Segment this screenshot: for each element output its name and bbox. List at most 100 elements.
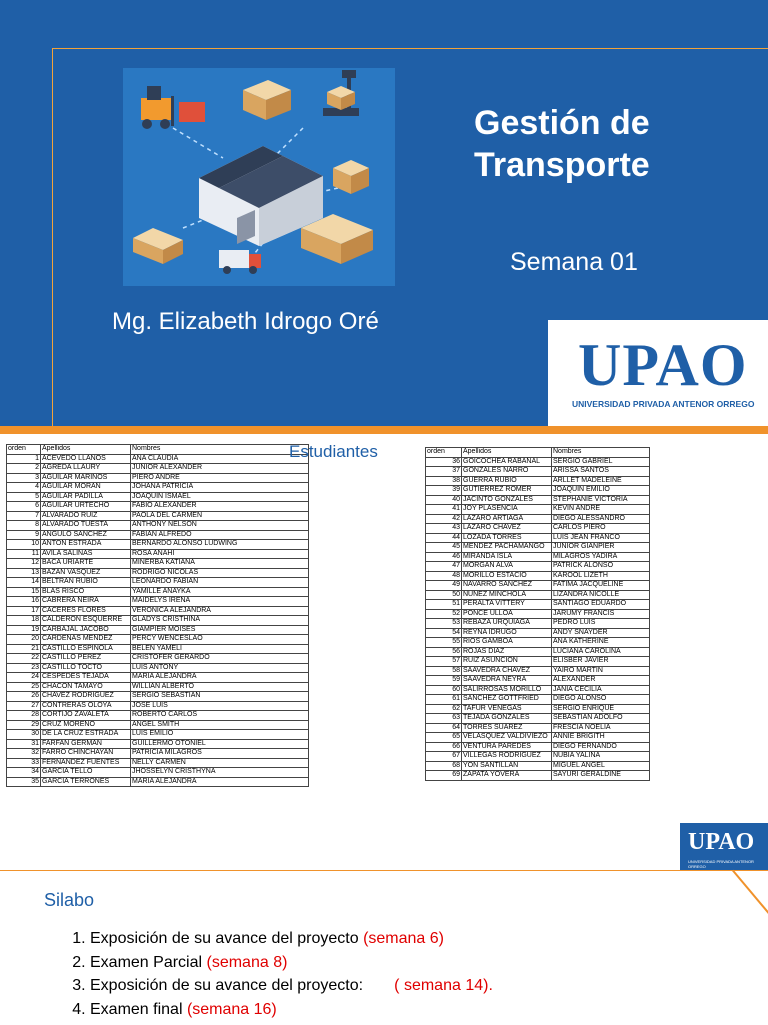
cell-orden: 30 — [6, 729, 41, 740]
table-row: 60 SALIRROSAS MORILLO JANIA CECILIA — [425, 684, 650, 695]
table-row: 28 CORTIJO ZAVALETA ROBERTO CARLOS — [6, 710, 309, 721]
students-heading: Estudiantes — [289, 442, 378, 461]
cell-nombres: NELLY CARMEN — [130, 757, 309, 768]
syllabus-item-text: Exposición de su avance del proyecto: — [90, 977, 395, 994]
table-row: 17 CACERES FLORES VERONICA ALEJANDRA — [6, 605, 309, 616]
cell-nombres: LUCIANA CAROLINA — [551, 646, 650, 657]
cell-nombres: JHOSSELYN CRISTHYNA — [130, 767, 309, 778]
cell-orden: 24 — [6, 672, 41, 683]
cell-orden: 11 — [6, 548, 41, 559]
cell-apellidos: NAVARRO SANCHEZ — [461, 580, 552, 591]
cell-apellidos: JACINTO GONZALES — [461, 494, 552, 505]
cell-nombres: MARIA ALEJANDRA — [130, 776, 309, 787]
cell-nombres: FABIAN ALFREDO — [130, 529, 309, 540]
cell-apellidos: MIRANDA ISLA — [461, 551, 552, 562]
cell-orden: 12 — [6, 558, 41, 569]
cell-orden: 6 — [6, 501, 41, 512]
cell-nombres: NUBIA YALINA — [551, 751, 650, 762]
table-row: 33 FERNANDEZ FUENTES NELLY CARMEN — [6, 757, 309, 768]
table-row: 66 VENTURA PAREDES DIEGO FERNANDO — [425, 741, 650, 752]
cell-apellidos: CASTILLO TOCTO — [40, 662, 131, 673]
cell-nombres: YAMILLE ANAYKA — [130, 586, 309, 597]
cell-apellidos: AGUILAR PADILLA — [40, 491, 131, 502]
cell-apellidos: LAZARO ARTIAGA — [461, 513, 552, 524]
table-row: 59 SAAVEDRA NEYRA ALEXANDER — [425, 675, 650, 686]
cell-orden: 59 — [425, 675, 462, 686]
cell-apellidos: YON SANTILLAN — [461, 760, 552, 771]
cell-nombres: JARUMY FRANCIS — [551, 608, 650, 619]
cell-nombres: GIAMPIER MOISES — [130, 624, 309, 635]
cell-orden: 18 — [6, 615, 41, 626]
cell-orden: 68 — [425, 760, 462, 771]
table-row: 52 PONCE ULLOA JARUMY FRANCIS — [425, 608, 650, 619]
table-row: 10 ANTON ESTRADA BERNARDO ALONSO LUDWING — [6, 539, 309, 550]
cell-apellidos: BLAS RISCO — [40, 586, 131, 597]
table-header-row: orden Apellidos Nombres — [6, 444, 309, 455]
cell-nombres: ALEXANDER — [551, 675, 650, 686]
upao-mini-logo: UPAO UNIVERSIDAD PRIVADA ANTENOR ORREGO — [680, 823, 768, 877]
cell-orden: 62 — [425, 703, 462, 714]
upao-logo: UPAO — [578, 332, 748, 398]
cell-nombres: ARISSA SANTOS — [551, 466, 650, 477]
cell-apellidos: ZAPATA YOVERA — [461, 770, 552, 781]
table-row: 21 CASTILLO ESPINOLA BELEN YAMELI — [6, 643, 309, 654]
table-row: 8 ALVARADO TUESTA ANTHONY NELSON — [6, 520, 309, 531]
syllabus-item-text: Examen Parcial — [90, 953, 207, 971]
table-row: 11 AVILA SALINAS ROSA ANAHI — [6, 548, 309, 559]
cell-nombres: ELISBER JAVIER — [551, 656, 650, 667]
table-row: 56 ROJAS DIAZ LUCIANA CAROLINA — [425, 646, 650, 657]
table-row: 53 REBAZA URQUIAGA PEDRO LUIS — [425, 618, 650, 629]
table-row: 16 CABRERA NEIRA MAIDELYS IRENA — [6, 596, 309, 607]
table-row: 3 AGUILAR MARIÑOS PIERO ANDRE — [6, 472, 309, 483]
table-row: 15 BLAS RISCO YAMILLE ANAYKA — [6, 586, 309, 597]
pallet-boxes-icon — [133, 228, 183, 264]
cell-apellidos: CHACON TAMAYO — [40, 681, 131, 692]
cell-apellidos: GARCIA TERRONES — [40, 776, 131, 787]
cell-nombres: PEDRO LUIS — [551, 618, 650, 629]
cell-nombres: BELEN YAMELI — [130, 643, 309, 654]
table-row: 23 CASTILLO TOCTO LUIS ANTONY — [6, 662, 309, 673]
table-row: 34 GARCIA TELLO JHOSSELYN CRISTHYNA — [6, 767, 309, 778]
orange-frame — [52, 48, 768, 432]
table-row: 51 PERALTA VITTERY SANTIAGO EDUARDO — [425, 599, 650, 610]
table-row: 41 JOY PLASENCIA KEVIN ANDRE — [425, 504, 650, 515]
table-row: 25 CHACON TAMAYO WILLIAN ALBERTO — [6, 681, 309, 692]
parcel-icon — [333, 160, 369, 194]
table-row: 4 AGUILAR MORAN JOHANA PATRICIA — [6, 482, 309, 493]
cell-nombres: FABIO ALEXANDER — [130, 501, 309, 512]
cell-apellidos: TORRES SUAREZ — [461, 722, 552, 733]
table-row: 67 VILLEGAS RODRIGUEZ NUBIA YALINA — [425, 751, 650, 762]
cell-orden: 55 — [425, 637, 462, 648]
table-row: 35 GARCIA TERRONES MARIA ALEJANDRA — [6, 776, 309, 787]
cell-apellidos: BELTRAN RUBIO — [40, 577, 131, 588]
cell-nombres: ROBERTO CARLOS — [130, 710, 309, 721]
cell-apellidos: CESPEDES TEJADA — [40, 672, 131, 683]
orange-accent-line — [732, 869, 768, 917]
cell-apellidos: FARFAN GERMAN — [40, 738, 131, 749]
cell-nombres: JOSE LUIS — [130, 700, 309, 711]
cell-nombres: MINERBA KATIANA — [130, 558, 309, 569]
cell-nombres: ANGEL SMITH — [130, 719, 309, 730]
cell-apellidos: TEJADA GONZALES — [461, 713, 552, 724]
cell-apellidos: BACA URIARTE — [40, 558, 131, 569]
cell-apellidos: FARRO CHINCHAYAN — [40, 748, 131, 759]
cell-orden: 35 — [6, 776, 41, 787]
table-row: 20 CARDENAS MENDEZ PERCY WENCESLAO — [6, 634, 309, 645]
title-slide: Gestión de Transporte Semana 01 Mg. Eliz… — [0, 0, 768, 432]
cell-orden: 54 — [425, 627, 462, 638]
cell-orden: 53 — [425, 618, 462, 629]
table-row: 7 ALVARADO RUIZ PAOLA DEL CARMEN — [6, 510, 309, 521]
syllabus-item: Exposición de su avance del proyecto: ( … — [90, 974, 493, 998]
header-apellidos: Apellidos — [461, 447, 552, 458]
table-row: 22 CASTILLO PEREZ CRISTOFER GERARDO — [6, 653, 309, 664]
cell-apellidos: SALIRROSAS MORILLO — [461, 684, 552, 695]
pallet-stack-icon — [301, 214, 373, 264]
cell-nombres: JOAQUIN ISMAEL — [130, 491, 309, 502]
upao-logo-subtitle: UNIVERSIDAD PRIVADA ANTENOR ORREGO — [572, 399, 755, 409]
cell-orden: 56 — [425, 646, 462, 657]
cell-apellidos: VELASQUEZ VALDIVIEZO — [461, 732, 552, 743]
cell-orden: 29 — [6, 719, 41, 730]
course-title-line2: Transporte — [474, 146, 650, 184]
cell-nombres: MARIA ALEJANDRA — [130, 672, 309, 683]
cell-nombres: ANA KATHERINE — [551, 637, 650, 648]
